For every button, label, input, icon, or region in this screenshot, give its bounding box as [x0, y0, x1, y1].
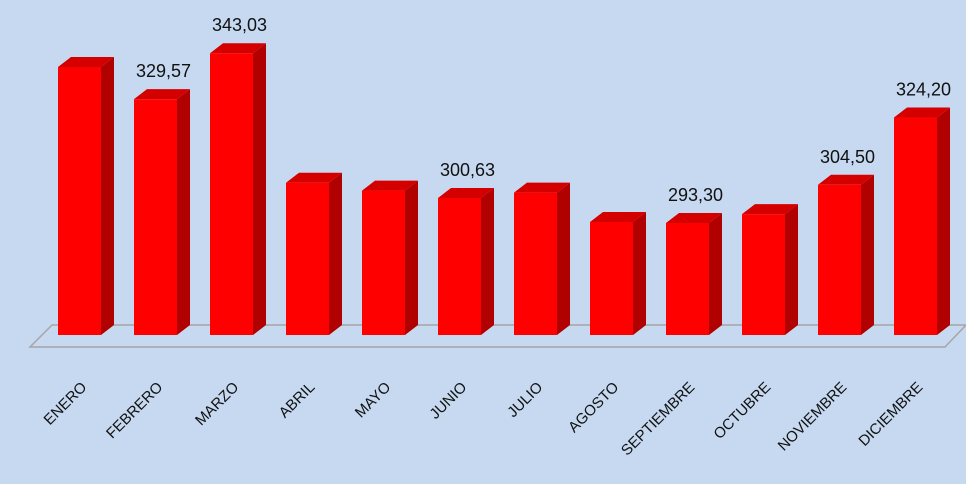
- bar-top: [286, 172, 342, 183]
- x-tick-label: AGOSTO: [565, 379, 622, 436]
- bar-side: [633, 211, 646, 335]
- bar-top: [514, 182, 570, 193]
- chart-floor: [28, 324, 966, 348]
- x-tick-label: JUNIO: [426, 379, 470, 423]
- x-tick-label: DICIEMBRE: [855, 379, 926, 450]
- bar-top: [210, 43, 266, 54]
- x-tick-label: ABRIL: [276, 379, 319, 422]
- bar-side: [405, 180, 418, 335]
- bar: [514, 192, 557, 335]
- bar-side: [557, 182, 570, 335]
- bar-top: [134, 89, 190, 100]
- bar-side: [329, 172, 342, 335]
- bar-top: [742, 204, 798, 215]
- data-label: 343,03: [212, 15, 267, 35]
- bar: [590, 221, 633, 335]
- bar: [286, 182, 329, 335]
- bar-side: [785, 204, 798, 335]
- x-tick-label: MAYO: [352, 379, 394, 421]
- bar-side: [253, 43, 266, 335]
- bar-side: [481, 187, 494, 335]
- bar-side: [101, 56, 114, 336]
- bar: [742, 214, 785, 335]
- data-label: 324,20: [896, 80, 951, 100]
- bar-side: [709, 213, 722, 335]
- x-tick-label: NOVIEMBRE: [775, 379, 851, 455]
- bar-top: [818, 174, 874, 185]
- x-tick-label: SEPTIEMBRE: [618, 379, 698, 459]
- x-tick-label: OCTUBRE: [710, 379, 774, 443]
- data-label: 300,63: [440, 160, 495, 180]
- x-tick-label: FEBRERO: [103, 379, 166, 442]
- bar: [438, 197, 481, 335]
- x-tick-label: JULIO: [504, 379, 546, 421]
- bar-top: [590, 211, 646, 222]
- bar-side: [937, 107, 950, 335]
- x-tick-label: ENERO: [41, 379, 91, 429]
- bar-side: [861, 174, 874, 335]
- bar-top: [58, 56, 114, 67]
- bar: [58, 66, 101, 336]
- bar: [894, 117, 937, 335]
- bar-top: [438, 187, 494, 198]
- bar-top: [362, 180, 418, 191]
- data-label: 329,57: [136, 61, 191, 81]
- data-label: 304,50: [820, 147, 875, 167]
- bar: [362, 190, 405, 335]
- x-tick-label: MARZO: [192, 379, 242, 429]
- data-label: 293,30: [668, 185, 723, 205]
- bar: [666, 223, 709, 335]
- bar-top: [894, 107, 950, 118]
- bar: [818, 184, 861, 335]
- bar-side: [177, 89, 190, 335]
- bar-top: [666, 213, 722, 224]
- bar: [134, 99, 177, 335]
- bar: [210, 53, 253, 335]
